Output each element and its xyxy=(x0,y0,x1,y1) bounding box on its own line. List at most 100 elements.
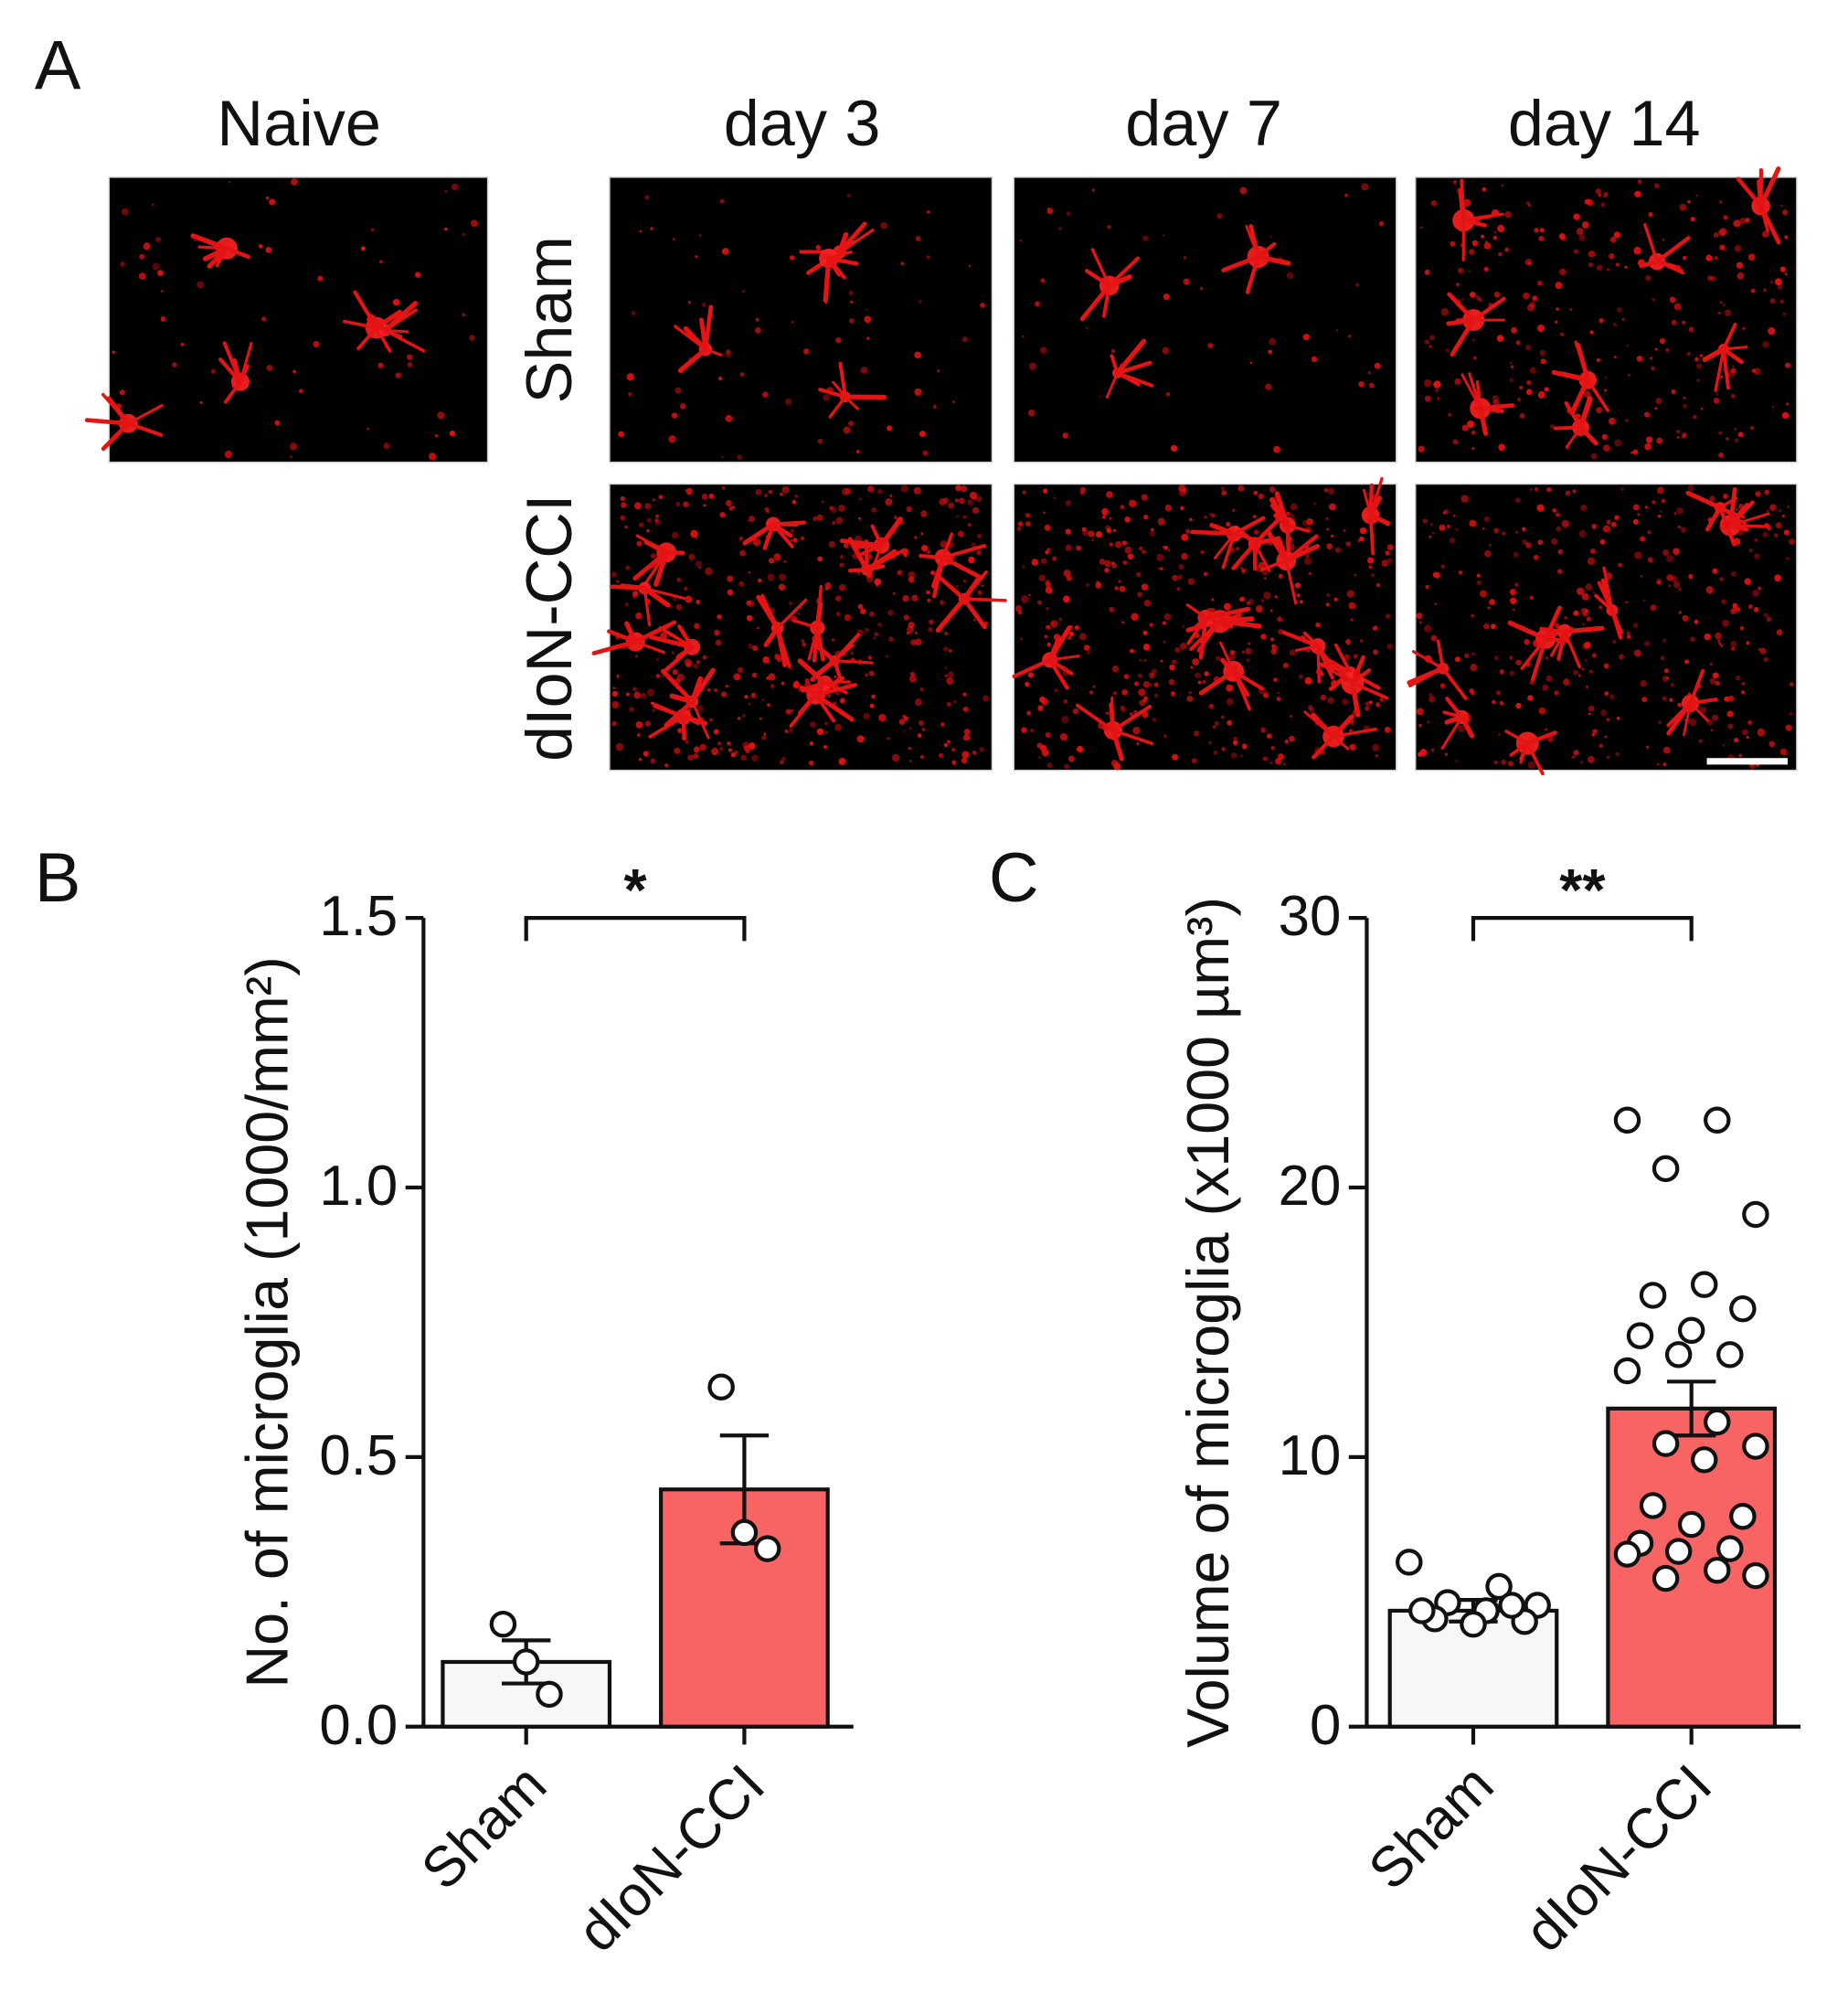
puncta xyxy=(1327,697,1334,704)
puncta xyxy=(1366,518,1372,524)
puncta xyxy=(1345,638,1351,644)
puncta xyxy=(866,571,874,579)
puncta xyxy=(1374,362,1381,369)
puncta xyxy=(1683,403,1687,409)
puncta xyxy=(1782,312,1786,316)
puncta xyxy=(1471,430,1476,435)
puncta xyxy=(1427,720,1430,724)
puncta xyxy=(1416,708,1424,716)
puncta xyxy=(1353,654,1358,659)
puncta xyxy=(914,351,921,359)
puncta xyxy=(1270,609,1273,612)
cell-process xyxy=(818,388,848,399)
puncta xyxy=(816,728,824,736)
puncta xyxy=(1665,347,1670,353)
puncta xyxy=(1329,503,1336,511)
puncta xyxy=(1510,597,1517,604)
puncta xyxy=(1471,652,1475,656)
puncta xyxy=(844,487,852,495)
puncta xyxy=(778,637,784,644)
puncta xyxy=(1430,634,1438,642)
puncta xyxy=(652,708,655,712)
puncta xyxy=(647,619,651,623)
puncta xyxy=(915,638,922,646)
cell-process xyxy=(1461,218,1487,228)
data-point xyxy=(1626,1322,1654,1349)
puncta xyxy=(1588,756,1595,763)
puncta xyxy=(903,730,906,733)
puncta xyxy=(1647,530,1652,535)
puncta xyxy=(1707,517,1714,523)
puncta xyxy=(1749,426,1755,431)
puncta xyxy=(1263,692,1269,698)
puncta xyxy=(1645,436,1653,443)
cell-process xyxy=(1553,425,1583,431)
puncta xyxy=(914,388,922,396)
puncta xyxy=(1276,697,1281,701)
puncta xyxy=(792,538,798,543)
puncta xyxy=(449,430,456,437)
puncta xyxy=(1068,631,1075,637)
puncta xyxy=(1442,511,1447,515)
puncta xyxy=(860,367,868,374)
puncta xyxy=(1137,673,1143,678)
puncta xyxy=(1239,186,1248,195)
puncta xyxy=(1763,612,1768,618)
puncta xyxy=(967,523,972,527)
puncta xyxy=(1058,617,1063,622)
puncta xyxy=(801,639,805,644)
puncta xyxy=(673,597,677,602)
puncta xyxy=(1192,658,1200,666)
puncta xyxy=(1529,367,1536,374)
puncta xyxy=(1044,634,1048,639)
puncta xyxy=(1589,330,1594,335)
puncta xyxy=(1524,258,1533,266)
puncta xyxy=(1777,284,1783,290)
puncta xyxy=(1031,559,1039,566)
puncta xyxy=(1513,608,1515,612)
cell-process xyxy=(664,699,695,728)
puncta xyxy=(1246,658,1250,662)
puncta xyxy=(1684,659,1690,665)
puncta xyxy=(224,450,233,459)
puncta xyxy=(1357,539,1361,543)
puncta xyxy=(1434,388,1439,393)
puncta xyxy=(1676,507,1683,515)
puncta xyxy=(1323,487,1329,493)
puncta xyxy=(838,757,846,765)
puncta xyxy=(846,194,851,198)
data-point xyxy=(512,1648,540,1676)
puncta xyxy=(1650,357,1653,360)
puncta xyxy=(1670,682,1674,687)
puncta xyxy=(789,728,794,733)
puncta xyxy=(1537,324,1545,333)
puncta xyxy=(1139,658,1142,662)
puncta xyxy=(1375,753,1379,758)
puncta xyxy=(1557,569,1563,574)
puncta xyxy=(1742,729,1748,736)
y-tick-label: 0.5 xyxy=(319,1424,398,1487)
cell-process xyxy=(812,657,838,679)
puncta xyxy=(1602,525,1610,533)
y-tick-label: 20 xyxy=(1279,1155,1342,1218)
puncta xyxy=(1212,725,1216,729)
puncta xyxy=(1718,229,1726,237)
puncta xyxy=(856,629,865,637)
puncta xyxy=(1110,760,1119,767)
puncta xyxy=(1063,698,1068,704)
puncta xyxy=(899,520,905,525)
puncta xyxy=(1386,544,1394,551)
puncta xyxy=(683,645,686,648)
puncta xyxy=(835,691,840,696)
puncta xyxy=(720,691,728,698)
y-tick-label: 10 xyxy=(1279,1424,1342,1487)
data-point xyxy=(1652,1564,1680,1592)
puncta xyxy=(1493,527,1499,534)
puncta xyxy=(1290,715,1292,718)
puncta xyxy=(714,730,718,734)
puncta xyxy=(1525,661,1531,667)
puncta xyxy=(1662,746,1671,754)
puncta xyxy=(1461,424,1469,431)
puncta xyxy=(1213,676,1220,684)
puncta xyxy=(1273,677,1278,682)
